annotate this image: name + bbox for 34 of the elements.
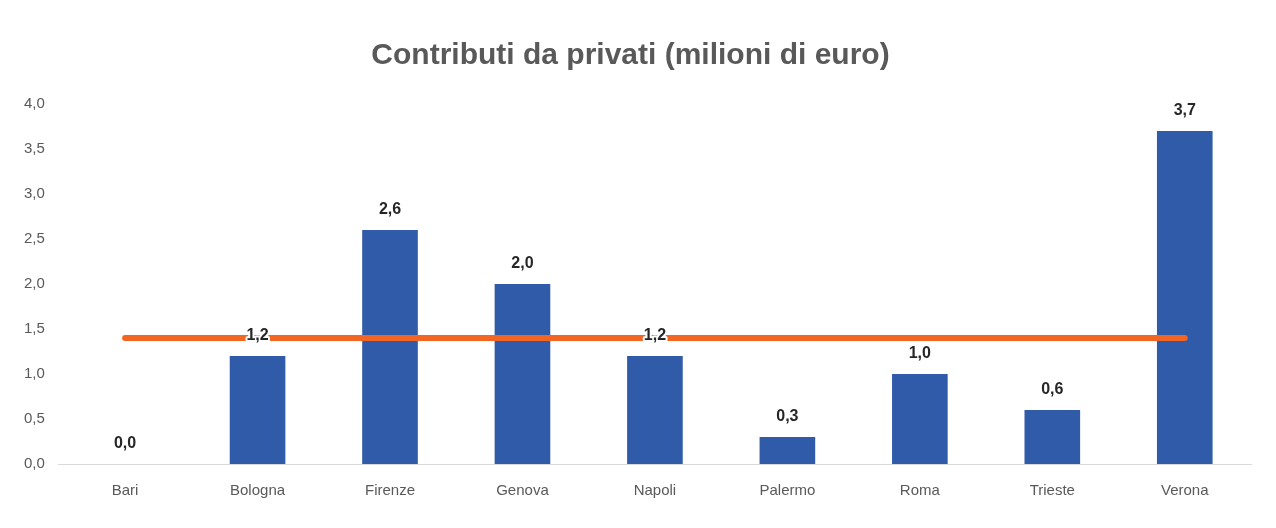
data-label: 2,6: [378, 200, 402, 218]
bar: [1024, 410, 1081, 464]
x-tick-label: Napoli: [633, 481, 677, 499]
bar: [362, 230, 418, 464]
y-tick-label: 2,5: [23, 229, 45, 247]
x-tick-label: Palermo: [759, 481, 816, 499]
x-tick-label: Bari: [111, 481, 139, 499]
bar: [229, 356, 286, 464]
x-tick-label: Firenze: [364, 481, 416, 499]
y-tick-label: 1,0: [23, 364, 45, 382]
data-label: 0,3: [776, 407, 799, 425]
y-tick-label: 0,0: [23, 454, 45, 472]
data-label: 2,0: [511, 254, 534, 272]
x-tick-label: Verona: [1161, 481, 1210, 499]
data-label: 0,0: [113, 434, 137, 452]
bar: [494, 284, 551, 464]
y-tick-label: 0,5: [23, 409, 45, 427]
y-tick-label: 1,5: [23, 319, 45, 337]
x-tick-label: Roma: [899, 481, 941, 499]
data-label: 0,6: [1041, 380, 1064, 398]
chart-title: Contributi da privati (milioni di euro): [371, 37, 890, 71]
bar: [759, 437, 816, 464]
bar: [627, 356, 683, 464]
bar: [892, 374, 948, 464]
x-tick-label: Trieste: [1029, 481, 1075, 499]
bar: [1156, 131, 1213, 464]
y-tick-label: 2,0: [23, 274, 45, 292]
x-tick-label: Bologna: [230, 481, 286, 499]
data-label: 3,7: [1173, 101, 1196, 119]
x-tick-label: Genova: [496, 481, 550, 499]
y-tick-label: 3,0: [23, 184, 45, 202]
data-label: 1,0: [908, 344, 932, 362]
y-tick-label: 4,0: [23, 94, 45, 112]
y-tick-label: 3,5: [23, 139, 45, 157]
